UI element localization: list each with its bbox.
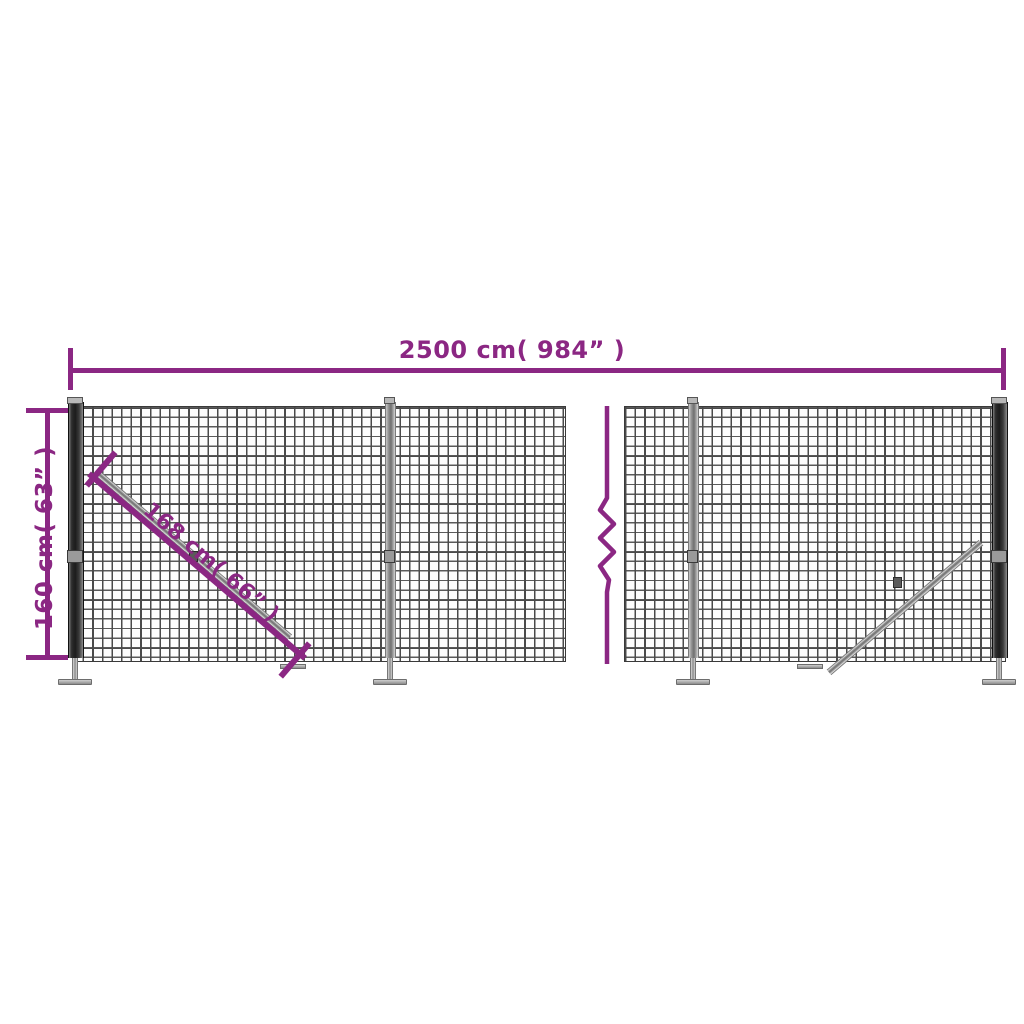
post-cap: [67, 397, 83, 404]
end-post-left: [58, 397, 92, 685]
post-cap: [991, 397, 1007, 404]
width-dimension-cap-left: [68, 348, 73, 390]
right-fence-section: [624, 406, 1006, 662]
height-dimension-label: 160 cm( 63” ): [32, 445, 58, 631]
post-foot-stem: [387, 658, 393, 680]
width-dimension-label: 2500 cm( 984” ): [398, 336, 626, 364]
end-post-right: [982, 397, 1016, 685]
drawing-break-line: [597, 406, 617, 664]
brace-coupler-right: [893, 577, 902, 588]
width-dimension-line: [68, 368, 1006, 373]
post-base-plate: [676, 679, 710, 685]
post-clamp: [67, 550, 83, 563]
post-clamp: [384, 550, 395, 563]
post-body: [385, 402, 396, 658]
post-base-plate: [58, 679, 92, 685]
post-body: [992, 402, 1008, 658]
brace-dimension-label: 168 cm( 66” ): [138, 497, 284, 628]
post-clamp: [991, 550, 1007, 563]
post-body: [68, 402, 84, 658]
post-base-plate: [982, 679, 1016, 685]
brace-dimension-group: 168 cm( 66” ): [72, 450, 322, 679]
mid-post-right-section: [676, 397, 710, 685]
post-body: [688, 402, 699, 658]
height-dimension-line: [45, 408, 50, 660]
height-dimension-cap-top: [26, 408, 68, 413]
post-base-plate: [373, 679, 407, 685]
width-dimension-cap-right: [1001, 348, 1006, 390]
post-foot-stem: [690, 658, 696, 680]
wire-mesh-panel-right: [624, 406, 1006, 662]
post-foot-stem: [996, 658, 1002, 680]
post-cap: [384, 397, 395, 404]
brace-foot-right: [797, 664, 823, 669]
height-dimension-cap-bottom: [26, 655, 68, 660]
post-foot-stem: [72, 658, 78, 680]
post-clamp: [687, 550, 698, 563]
post-cap: [687, 397, 698, 404]
mid-post-left-section: [373, 397, 407, 685]
